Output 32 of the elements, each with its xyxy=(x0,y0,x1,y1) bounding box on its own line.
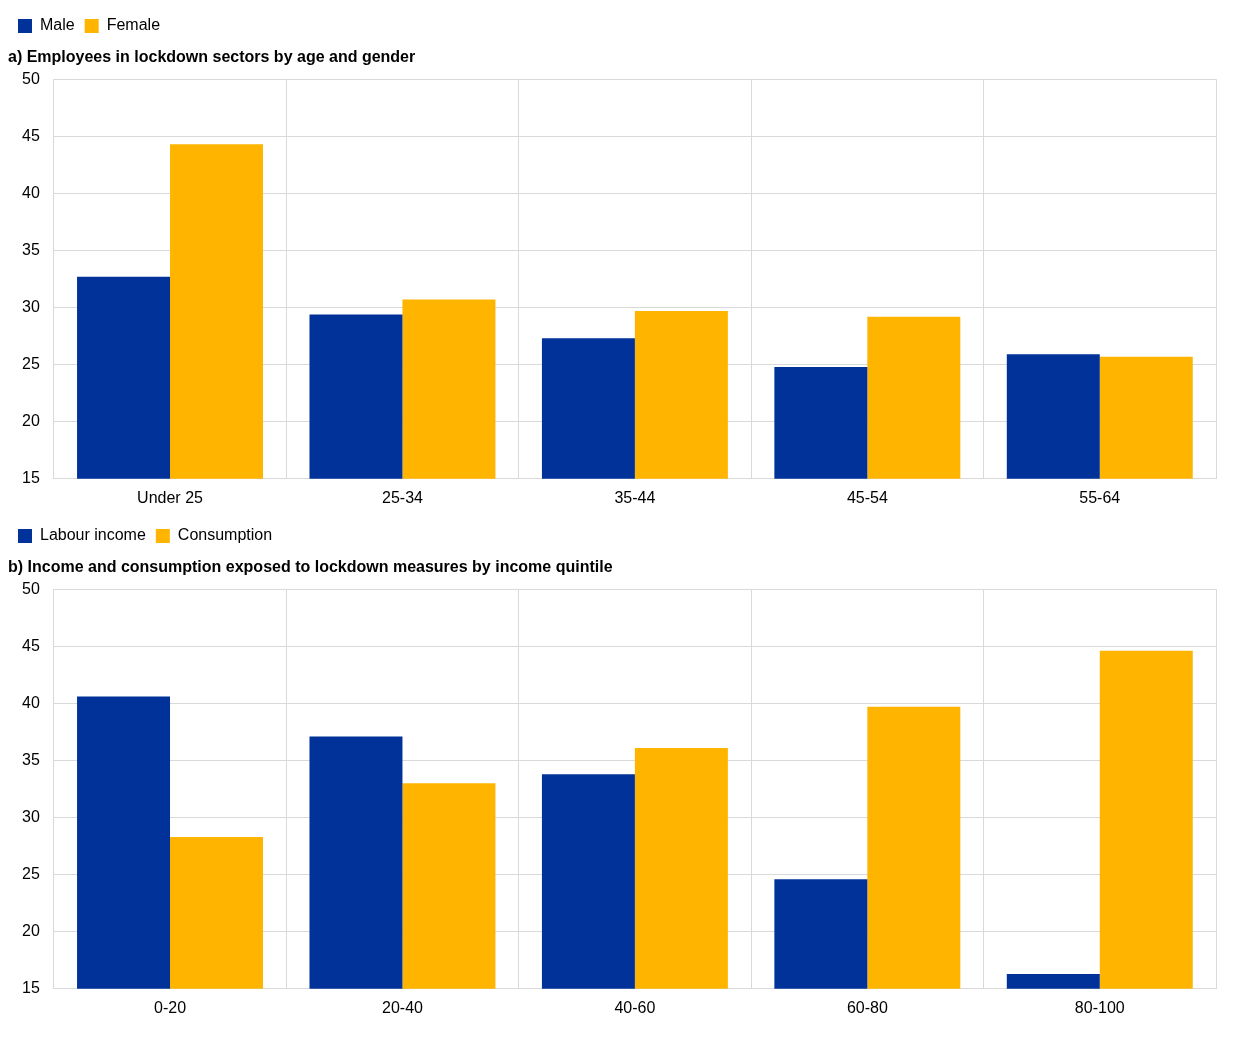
x-tick-label: 20-40 xyxy=(382,998,424,1016)
legend-label: Male xyxy=(40,16,75,34)
x-tick-label: 40-60 xyxy=(614,998,656,1016)
y-tick-label: 30 xyxy=(22,297,40,315)
y-tick-label: 25 xyxy=(22,355,40,373)
y-tick-label: 45 xyxy=(22,636,40,654)
y-tick-label: 20 xyxy=(22,922,40,940)
x-tick-label: 80-100 xyxy=(1074,998,1125,1016)
y-tick-label: 15 xyxy=(22,469,40,487)
y-tick-label: 50 xyxy=(22,579,40,597)
y-tick-label: 40 xyxy=(22,693,40,711)
y-tick-label: 35 xyxy=(22,750,40,768)
chart-title: b) Income and consumption exposed to lockdown measures by income quintile xyxy=(8,558,613,576)
y-tick-label: 20 xyxy=(22,412,40,430)
y-tick-label: 40 xyxy=(22,183,40,201)
chart-title: a) Employees in lockdown sectors by age and gender xyxy=(8,48,416,66)
y-tick-label: 15 xyxy=(22,979,40,997)
x-tick-label: 55-64 xyxy=(1079,488,1121,506)
legend-label: Consumption xyxy=(177,526,273,544)
y-tick-label: 35 xyxy=(22,240,40,258)
x-tick-label: Under 25 xyxy=(137,488,204,506)
y-tick-label: 25 xyxy=(22,865,40,883)
legend-label: Female xyxy=(106,16,161,34)
y-tick-label: 45 xyxy=(22,126,40,144)
x-tick-label: 60-80 xyxy=(846,998,888,1016)
x-tick-label: 0-20 xyxy=(154,998,187,1016)
x-tick-label: 45-54 xyxy=(846,488,888,506)
x-tick-label: 25-34 xyxy=(382,488,424,506)
y-tick-label: 30 xyxy=(22,807,40,825)
y-tick-label: 50 xyxy=(22,69,40,87)
x-tick-label: 35-44 xyxy=(614,488,656,506)
legend-label: Labour income xyxy=(40,526,146,544)
